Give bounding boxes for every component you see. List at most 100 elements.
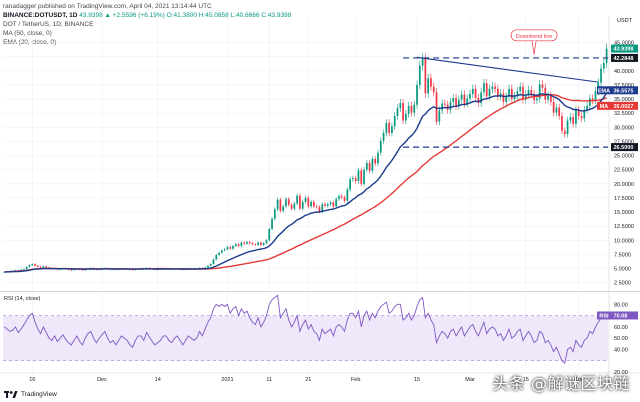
tradingview-logo-icon	[4, 391, 18, 398]
candle-body	[212, 259, 215, 265]
candle-body	[42, 266, 45, 268]
time-tick-label: Apr	[574, 377, 583, 383]
ema-tag-label: EMA	[598, 88, 610, 94]
resistance-tag: 42.2848	[611, 53, 638, 62]
candle-body	[477, 97, 480, 104]
candle-body	[293, 203, 296, 209]
candle-body	[405, 113, 407, 121]
candle-body	[70, 269, 73, 271]
candle-body	[81, 269, 84, 271]
candle-body	[388, 122, 391, 133]
candle-body	[441, 103, 443, 111]
candle-body	[73, 269, 75, 271]
candle-body	[257, 242, 259, 245]
candle-body	[45, 266, 48, 268]
candle-body	[480, 92, 483, 104]
candle-body	[452, 97, 455, 102]
candle-body	[368, 162, 371, 171]
rsi-tick-label: 60.00	[614, 325, 628, 331]
candle-body	[463, 94, 466, 104]
candle-body	[572, 117, 575, 124]
price-tick-label: 15.0000	[614, 210, 634, 216]
candle-body	[516, 91, 519, 97]
candle-body	[605, 48, 608, 64]
price-tick-label: 40.0000	[614, 69, 634, 75]
candle-body	[385, 122, 388, 133]
candle-body	[538, 84, 541, 99]
candle-body	[416, 84, 418, 105]
price-tick-label: 32.5000	[614, 111, 634, 117]
candle-body	[471, 88, 474, 94]
last-price-tag: 43.9398	[611, 44, 638, 53]
candle-body	[508, 88, 510, 97]
candle-body	[335, 199, 338, 207]
pair-line: BINANCE:DOTUSDT, 1D	[3, 12, 78, 19]
candle-body	[237, 244, 240, 246]
candle-body	[583, 109, 586, 119]
last-price-tag-value-box	[611, 44, 638, 53]
rsi-tag-label: RSI	[599, 313, 609, 319]
candle-body	[296, 195, 299, 204]
rsi-layer	[4, 294, 607, 364]
candle-body	[497, 88, 499, 97]
candle-body	[502, 93, 505, 102]
candle-body	[435, 92, 438, 122]
time-tick-label: 11	[266, 377, 272, 383]
time-tick-label: Dec	[97, 377, 107, 383]
candle-body	[243, 242, 246, 244]
publisher-line: ranadagger published on TradingView.com,…	[3, 3, 212, 10]
candle-body	[589, 98, 591, 106]
support-tag: 26.5000	[611, 143, 638, 152]
candle-body	[307, 197, 310, 207]
price-tick-label: 17.5000	[614, 196, 634, 202]
candle-body	[530, 90, 533, 94]
candle-body	[254, 244, 257, 245]
candle-body	[407, 105, 410, 114]
resistance-tag-value-box	[611, 53, 638, 62]
candle-body	[343, 197, 346, 201]
ma-tag-value-box	[611, 101, 638, 110]
candle-body	[449, 101, 452, 110]
resistance-tag-value: 42.2848	[614, 56, 634, 62]
rsi-tag-label-box	[597, 311, 611, 320]
price-tick-label: 7.5000	[614, 252, 631, 258]
candle-body	[602, 63, 605, 69]
candle-body	[240, 242, 243, 246]
candle-body	[547, 95, 549, 100]
ma-tag-label: MA	[600, 104, 609, 110]
candle-body	[282, 206, 285, 211]
candle-body	[25, 266, 28, 270]
candle-body	[460, 94, 463, 100]
time-tick-label: 15	[523, 377, 529, 383]
candle-body	[223, 249, 226, 251]
candle-body	[354, 178, 357, 181]
candle-body	[209, 264, 212, 266]
candle-body	[315, 206, 318, 208]
candle-body	[485, 83, 488, 97]
rsi-tick-label: 40.00	[614, 347, 628, 353]
axis-labels: 2.5000 5.0000 7.5000 10.0000 12.5000 15.0000 1…	[4, 18, 634, 383]
candle-body	[536, 98, 538, 101]
candle-body	[466, 98, 469, 104]
candle-body	[541, 84, 544, 88]
candle-body	[371, 158, 374, 171]
candle-body	[276, 199, 279, 210]
candle-body	[363, 169, 365, 184]
candle-body	[594, 91, 597, 101]
rsi-line	[4, 294, 607, 364]
last-price-tag-value: 43.9398	[614, 47, 634, 53]
candle-body	[312, 201, 315, 207]
indicator-ma: MA (50, close, 0)	[3, 30, 52, 37]
candle-body	[131, 269, 134, 271]
candle-body	[561, 116, 563, 131]
footer: TradingView	[4, 390, 57, 399]
candle-body	[491, 86, 494, 89]
candle-body	[338, 196, 340, 200]
candle-body	[346, 189, 349, 201]
candle-body	[591, 98, 594, 101]
candle-body	[438, 110, 441, 122]
candle-body	[402, 103, 404, 121]
candle-body	[218, 252, 220, 255]
candle-body	[391, 126, 393, 133]
